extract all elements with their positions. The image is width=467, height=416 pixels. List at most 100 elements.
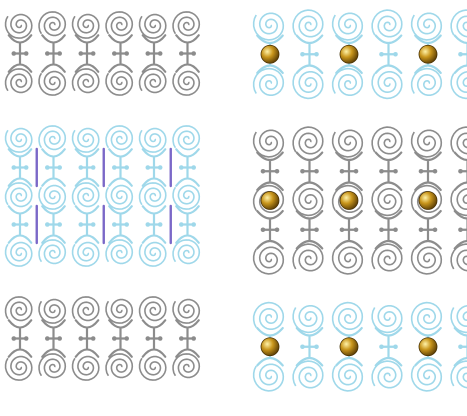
spiral-molecule bbox=[252, 67, 285, 96]
linker-motif bbox=[453, 209, 467, 250]
spiral-molecule bbox=[4, 296, 33, 322]
linker-motif bbox=[414, 151, 442, 192]
linker-motif bbox=[453, 151, 467, 192]
spiral-molecule bbox=[292, 126, 324, 155]
gold-atom bbox=[339, 337, 359, 357]
spiral-molecule bbox=[172, 353, 201, 379]
spiral-molecule bbox=[172, 298, 201, 324]
spiral-molecule bbox=[331, 246, 364, 275]
spiral-molecule bbox=[410, 246, 443, 275]
spiral-molecule bbox=[450, 305, 467, 334]
spiral-molecule bbox=[172, 70, 201, 96]
spiral-molecule bbox=[172, 125, 201, 151]
spiral-molecule bbox=[410, 129, 443, 158]
spiral-molecule bbox=[331, 301, 364, 330]
spiral-molecule bbox=[38, 11, 67, 37]
spiral-molecule bbox=[71, 241, 100, 267]
spiral-molecule bbox=[292, 243, 324, 272]
spiral-molecule bbox=[371, 243, 403, 272]
spiral-molecule bbox=[71, 355, 100, 381]
spiral-molecule bbox=[450, 126, 467, 155]
spiral-molecule bbox=[292, 188, 324, 217]
spiral-molecule bbox=[38, 125, 67, 151]
spiral-molecule bbox=[4, 68, 33, 94]
spiral-molecule bbox=[105, 184, 134, 210]
linker-motif bbox=[335, 209, 363, 250]
linker-motif bbox=[175, 205, 200, 244]
spiral-molecule bbox=[38, 298, 67, 324]
linker-motif bbox=[414, 209, 442, 250]
linker-motif bbox=[108, 148, 133, 187]
spiral-molecule bbox=[4, 182, 33, 208]
linker-motif bbox=[74, 34, 100, 73]
spiral-molecule bbox=[371, 188, 403, 217]
linker-motif bbox=[256, 209, 284, 250]
spiral-molecule bbox=[4, 241, 33, 267]
spiral-molecule bbox=[71, 296, 100, 322]
spiral-molecule bbox=[138, 68, 167, 94]
spiral-molecule bbox=[331, 363, 364, 392]
spiral-molecule bbox=[71, 127, 100, 153]
spiral-molecule bbox=[252, 363, 285, 392]
gold-atom bbox=[418, 191, 438, 210]
spiral-molecule bbox=[252, 129, 285, 158]
spiral-molecule bbox=[371, 71, 403, 100]
spiral-molecule bbox=[252, 12, 285, 41]
spiral-molecule bbox=[105, 125, 134, 151]
linker-motif bbox=[295, 209, 324, 250]
spiral-molecule bbox=[410, 301, 443, 330]
spiral-molecule bbox=[71, 68, 100, 94]
gold-atom bbox=[260, 337, 280, 357]
spiral-molecule bbox=[172, 11, 201, 37]
spiral-molecule bbox=[292, 9, 324, 38]
linker-motif bbox=[175, 34, 200, 73]
spiral-molecule bbox=[71, 182, 100, 208]
spiral-molecule bbox=[71, 13, 100, 39]
spiral-molecule bbox=[450, 243, 467, 272]
linker-motif bbox=[335, 151, 363, 192]
spiral-molecule bbox=[331, 129, 364, 158]
linker-motif bbox=[295, 151, 324, 192]
spiral-molecule bbox=[450, 188, 467, 217]
spiral-molecule bbox=[371, 126, 403, 155]
linker-motif bbox=[74, 319, 100, 358]
spiral-molecule bbox=[292, 360, 324, 389]
spiral-molecule bbox=[410, 363, 443, 392]
gold-atom bbox=[260, 191, 280, 210]
spiral-molecule bbox=[252, 301, 285, 330]
spiral-molecule bbox=[371, 9, 403, 38]
linker-motif bbox=[7, 34, 33, 73]
spiral-molecule bbox=[450, 71, 467, 100]
spiral-molecule bbox=[105, 239, 134, 265]
spiral-molecule bbox=[450, 9, 467, 38]
spiral-molecule bbox=[4, 355, 33, 381]
spiral-molecule bbox=[105, 11, 134, 37]
linker-motif bbox=[74, 148, 100, 187]
spiral-molecule bbox=[410, 12, 443, 41]
spiral-molecule bbox=[4, 127, 33, 153]
spiral-molecule bbox=[4, 13, 33, 39]
linker-motif bbox=[175, 148, 200, 187]
linker-motif bbox=[141, 319, 167, 358]
spiral-molecule bbox=[450, 360, 467, 389]
spiral-molecule bbox=[292, 305, 324, 334]
linker-motif bbox=[453, 34, 467, 75]
spiral-molecule bbox=[138, 241, 167, 267]
gold-atom bbox=[418, 337, 438, 357]
linker-motif bbox=[7, 319, 33, 358]
spiral-molecule bbox=[105, 70, 134, 96]
spiral-molecule bbox=[105, 353, 134, 379]
spiral-molecule bbox=[331, 12, 364, 41]
spiral-molecule bbox=[38, 353, 67, 379]
spiral-molecule bbox=[371, 305, 403, 334]
linker-motif bbox=[295, 326, 324, 367]
gold-atom bbox=[339, 44, 359, 64]
spiral-molecule bbox=[138, 13, 167, 39]
left-lattice-panel bbox=[4, 11, 201, 381]
linker-motif bbox=[41, 205, 66, 244]
gold-atom bbox=[339, 191, 359, 210]
linker-motif bbox=[141, 148, 167, 187]
linker-motif bbox=[295, 34, 324, 75]
gold-atom bbox=[418, 44, 438, 64]
spiral-molecule bbox=[138, 127, 167, 153]
